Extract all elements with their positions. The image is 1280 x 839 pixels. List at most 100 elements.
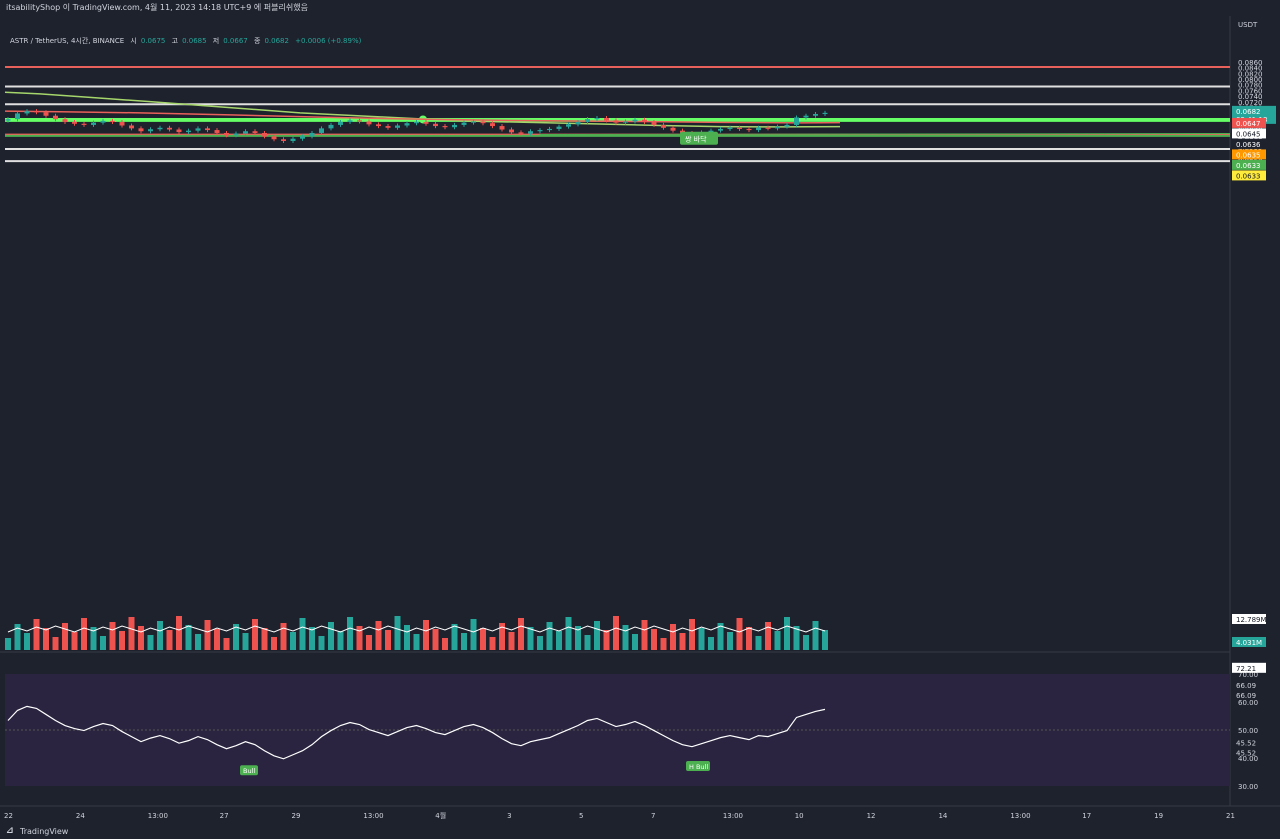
volume-bar xyxy=(290,632,296,650)
candle-body xyxy=(110,120,115,123)
candle-body xyxy=(556,126,562,129)
candle-body xyxy=(813,114,818,116)
x-tick-11: 10 xyxy=(795,812,804,820)
volume-bar xyxy=(252,619,258,650)
volume-bar xyxy=(470,619,477,650)
volume-bar xyxy=(233,624,239,650)
open-label: 시 xyxy=(130,37,137,45)
candle-body xyxy=(775,126,780,129)
symbol-name[interactable]: ASTR / TetherUS, 4시간, BINANCE xyxy=(10,37,125,45)
high-value: 0.0685 xyxy=(182,37,207,45)
candle-body xyxy=(765,127,771,129)
x-tick-12: 12 xyxy=(867,812,876,820)
volume-bar xyxy=(261,628,268,650)
candle-body xyxy=(661,124,666,128)
rsi-tick-3: 40.00 xyxy=(1238,755,1258,763)
price-badge-bg-0 xyxy=(1232,117,1266,128)
volume-bar xyxy=(480,628,486,650)
candle-body xyxy=(461,122,467,125)
volume-bar xyxy=(527,627,534,650)
volume-bar xyxy=(214,629,220,650)
candle-body xyxy=(366,121,372,125)
candle-body xyxy=(119,122,125,126)
attribution-text: itsabilityShop 이 TradingView.com, 4월 11,… xyxy=(6,3,308,12)
x-tick-16: 19 xyxy=(1154,812,1163,820)
volume-bar xyxy=(337,631,344,650)
volume-bar xyxy=(33,619,40,650)
volume-ma-label: 12.789M xyxy=(1236,616,1267,624)
price-badge-bg-1 xyxy=(1232,128,1266,139)
volume-bar xyxy=(71,632,78,650)
price-badge-2: 0.0636 xyxy=(1236,141,1261,149)
volume-bar xyxy=(698,628,705,650)
volume-bar xyxy=(404,625,410,650)
volume-last-label: 4.031M xyxy=(1236,639,1262,647)
x-tick-0: 22 xyxy=(4,812,13,820)
volume-bar xyxy=(166,630,173,650)
volume-bar xyxy=(746,627,752,650)
candle-body xyxy=(566,124,571,127)
volume-last-badge xyxy=(1232,637,1266,647)
footer-brand[interactable]: TradingView xyxy=(20,827,69,836)
candle-body xyxy=(632,119,638,122)
volume-bar xyxy=(280,623,287,650)
annotation-box xyxy=(680,131,718,145)
rsi-tick-4: 30.00 xyxy=(1238,783,1258,791)
volume-bar xyxy=(299,618,306,650)
x-tick-6: 4월 xyxy=(435,811,446,820)
candle-body xyxy=(53,115,58,120)
candle-body xyxy=(252,131,258,133)
footer-bar: ⊿ TradingView xyxy=(0,824,1280,839)
volume-bar xyxy=(641,620,648,650)
price-badge-1: 0.0645 xyxy=(1236,130,1261,138)
ma-red-line xyxy=(4,110,841,124)
x-tick-10: 13:00 xyxy=(723,812,743,820)
volume-ma-badge xyxy=(1232,614,1266,624)
volume-bar xyxy=(14,624,21,650)
candle-body xyxy=(62,119,68,123)
volume-bar xyxy=(432,629,439,650)
volume-bar xyxy=(223,638,230,650)
candle-body xyxy=(756,127,761,131)
volume-bar xyxy=(423,620,429,650)
candle-body xyxy=(623,121,628,123)
candle-body xyxy=(518,132,524,134)
price-tick-2: 0.0820 xyxy=(1238,70,1263,78)
candle-body xyxy=(281,139,286,141)
candle-body xyxy=(604,118,609,121)
candle-body xyxy=(718,128,723,131)
close-label: 종 xyxy=(253,37,261,45)
volume-bar xyxy=(822,630,828,650)
volume-bar xyxy=(508,632,515,650)
volume-bar xyxy=(727,632,733,650)
rsi-value-label: 72.21 xyxy=(1236,665,1256,673)
candle-body xyxy=(24,111,30,114)
chart-area[interactable]: USDT 0.0860 0.0840 0.0820 0.0800 0.0780 0.0760… xyxy=(0,16,1280,824)
candle-body xyxy=(471,121,476,123)
volume-bar xyxy=(52,637,59,650)
price-axis-currency: USDT xyxy=(1238,21,1258,29)
volume-bar xyxy=(461,633,467,650)
high-label: 고 xyxy=(171,37,179,45)
candle-body xyxy=(224,132,229,136)
volume-bar xyxy=(157,621,163,650)
candle-body xyxy=(15,113,20,120)
candle-body xyxy=(300,136,305,139)
volume-bar xyxy=(356,626,363,650)
volume-bar xyxy=(556,631,562,650)
volume-bar xyxy=(660,638,667,650)
candle-body xyxy=(148,129,153,132)
trendline[interactable] xyxy=(539,133,1231,136)
price-pane-bg xyxy=(0,16,1230,656)
volume-bar xyxy=(565,617,572,650)
volume-bar xyxy=(594,621,600,650)
rsi-div-label-0: 45.52 xyxy=(1236,740,1256,748)
tradingview-logo-icon[interactable]: ⊿ xyxy=(6,826,14,836)
volume-bar xyxy=(803,635,809,650)
volume-bar xyxy=(679,633,686,650)
volume-bar xyxy=(195,634,201,650)
candle-body xyxy=(271,136,277,140)
low-value: 0.0667 xyxy=(223,37,248,45)
chart-svg[interactable]: USDT 0.08600.08400.08200.08000.07800.0760… xyxy=(0,16,1280,824)
change-value: +0.0006 (+0.89%) xyxy=(295,37,362,45)
